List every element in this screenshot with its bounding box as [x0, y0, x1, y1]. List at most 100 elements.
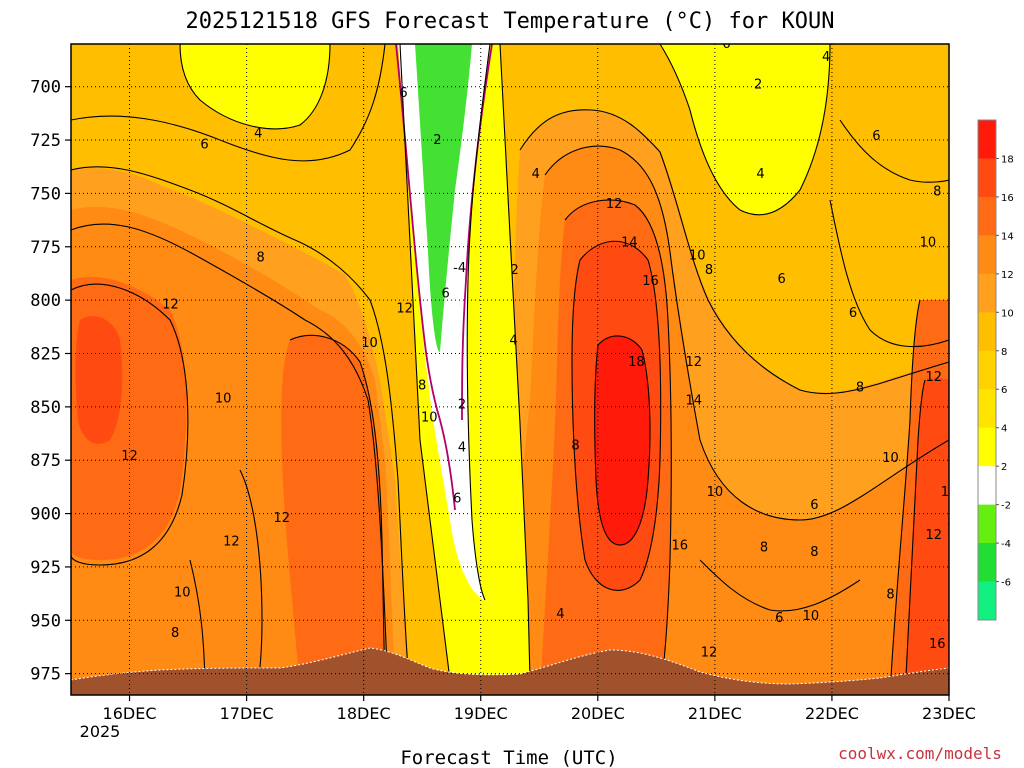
contour-label: 4 [532, 167, 540, 182]
x-year-label: 2025 [80, 722, 121, 741]
contour-label: 4 [556, 607, 564, 622]
contour-line [466, 44, 491, 601]
contour-label: 6 [872, 129, 880, 144]
contour-label: 6 [777, 272, 785, 287]
contour-label: 10 [421, 411, 438, 426]
contour-label: 16 [671, 539, 688, 554]
y-tick-label: 925 [30, 558, 61, 578]
contour-lines [71, 44, 949, 695]
y-tick-label: 875 [30, 451, 61, 471]
colorbar-bin [978, 273, 996, 313]
contour-label: 4 [756, 167, 764, 182]
contour-label: 12 [162, 297, 179, 312]
contour-line [839, 119, 949, 183]
y-tick-label: 800 [30, 291, 61, 311]
contour-label: 14 [621, 236, 638, 251]
contour-label: 12 [223, 534, 240, 549]
contour-label: 10 [920, 236, 937, 251]
contour-label: 2 [754, 78, 762, 93]
contour-line [571, 240, 662, 591]
contour-label: 10 [941, 485, 958, 500]
colorbar-label: -2 [1001, 501, 1011, 512]
contour-line [564, 199, 672, 695]
colorbar-label: 10 [1001, 308, 1014, 319]
contour-label: 8 [856, 381, 864, 396]
contour-line [659, 44, 831, 216]
contour-label: 2 [433, 133, 441, 148]
y-axis: 700 725 750 775 800 825 850 875 900 925 950 975 [30, 78, 71, 685]
contour-label: 10 [174, 586, 191, 601]
contour-label: 6 [399, 86, 407, 101]
contour-label: 10 [361, 336, 378, 351]
colorbar-label: -6 [1001, 578, 1011, 589]
contour-line [71, 166, 411, 695]
field-region-14b [75, 316, 123, 444]
contour-label: 4 [822, 50, 830, 65]
colorbar-label: 4 [1001, 424, 1007, 435]
colorbar-bin [978, 581, 996, 621]
x-axis-label: Forecast Time (UTC) [400, 747, 617, 768]
colorbar-bin [978, 350, 996, 390]
contour-line [829, 199, 949, 348]
colorbar-label: 16 [1001, 193, 1014, 204]
colorbar-bin [978, 158, 996, 198]
contour-label: 8 [886, 588, 894, 603]
contour-label: 12 [121, 449, 138, 464]
contour-label: 6 [453, 492, 461, 507]
contour-line [399, 44, 451, 681]
contour-label: 8 [933, 184, 941, 199]
colorbar: 18 16 14 12 10 8 6 4 2 -2 -4 -6 [977, 119, 1014, 621]
colorbar-label: 12 [1001, 270, 1014, 281]
field-region-near-zero [398, 44, 490, 600]
contour-line [594, 335, 651, 546]
y-tick-label: 850 [30, 398, 61, 418]
x-tick-label: 23DEC [922, 704, 976, 723]
contour-line [699, 559, 861, 612]
contour-label: 8 [418, 379, 426, 394]
contour-label: 12 [396, 302, 413, 317]
contour-label: 12 [926, 370, 943, 385]
colorbar-bin [978, 543, 996, 583]
contour-label: 6 [775, 611, 783, 626]
contour-label: 12 [701, 645, 718, 660]
contour-label: 6 [722, 37, 730, 52]
contour-line [71, 283, 189, 566]
contour-label: 6 [810, 498, 818, 513]
x-tick-label: 20DEC [571, 704, 625, 723]
field-region-14c [905, 377, 949, 695]
colorbar-bin [978, 120, 996, 159]
x-axis: 16DEC 17DEC 18DEC 19DEC 20DEC 21DEC 22DEC 23DEC [103, 695, 976, 723]
contour-label: 12 [686, 355, 703, 370]
colorbar-bin [978, 466, 996, 506]
contour-label: 18 [628, 355, 645, 370]
plot-frame [70, 43, 950, 696]
y-tick-label: 725 [30, 131, 61, 151]
contour-line [499, 44, 531, 681]
y-tick-label: 975 [30, 665, 61, 685]
contour-label: 2 [458, 398, 466, 413]
field-region-16 [594, 335, 650, 545]
colorbar-label: 2 [1001, 462, 1007, 473]
contour-label: 4 [254, 127, 262, 142]
colorbar-frame [977, 119, 997, 621]
colorbar-bin [978, 427, 996, 467]
colorbar-label: 14 [1001, 231, 1014, 242]
y-tick-label: 950 [30, 611, 61, 631]
chart-title: 2025121518 GFS Forecast Temperature (°C)… [185, 9, 834, 34]
y-tick-label: 775 [30, 238, 61, 258]
y-tick-label: 750 [30, 184, 61, 204]
x-tick-label: 21DEC [688, 704, 742, 723]
credit-text: coolwx.com/models [838, 744, 1002, 763]
contour-label: 8 [705, 263, 713, 278]
contour-label: 10 [803, 609, 820, 624]
terrain [71, 648, 949, 695]
contour-label: 12 [926, 528, 943, 543]
contour-label: 8 [257, 250, 265, 265]
contour-line [889, 299, 921, 695]
x-tick-label: 19DEC [454, 704, 508, 723]
contour-line [179, 44, 331, 130]
contour-line [71, 223, 389, 695]
grid [71, 44, 949, 695]
y-tick-label: 900 [30, 505, 61, 525]
